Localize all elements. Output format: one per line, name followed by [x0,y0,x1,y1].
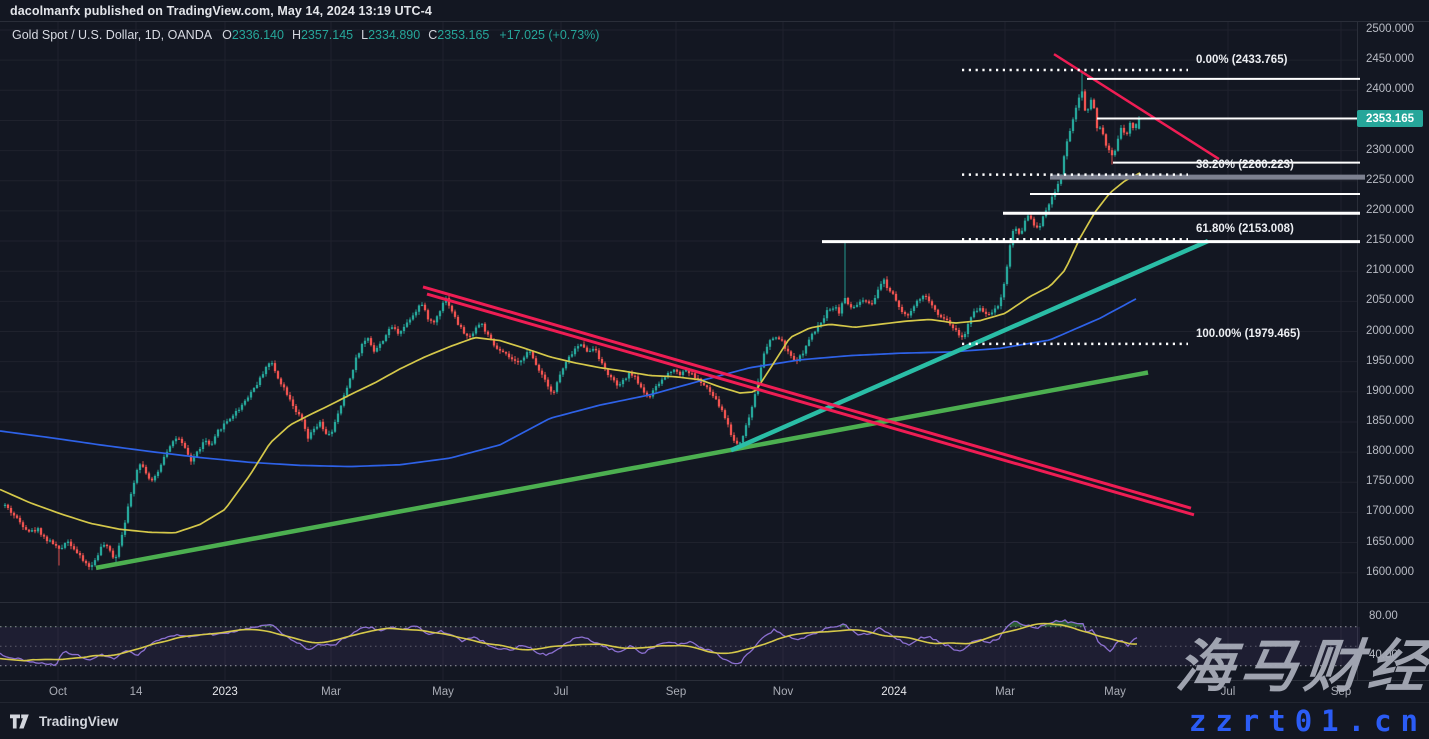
watermark-url: zzrt01.cn [1188,704,1427,738]
time-tick-Mar: Mar [995,686,1015,698]
price-tick-label: 2300.000 [1366,143,1414,156]
time-tick-May: May [1104,686,1126,698]
time-tick-Jul: Jul [1220,686,1236,698]
last-price-value: 2353.165 [1366,112,1414,125]
publish-text: dacolmanfx published on TradingView.com,… [10,3,432,18]
ma-blue-line[interactable] [0,298,1137,468]
time-tick-Sep: Sep [1330,686,1352,698]
rsi-pane [0,619,1360,667]
time-tick-2023: 2023 [212,686,238,698]
trendline-support-green[interactable] [95,370,1149,571]
trendline-channel-pink-upper[interactable] [422,285,1192,510]
ma-yellow-line[interactable] [0,172,1141,534]
tradingview-logo-text: TradingView [39,713,119,729]
time-tick-May: May [432,686,454,698]
trendline-support-teal[interactable] [730,238,1209,453]
time-tick-Nov: Nov [772,686,794,698]
fib-label-38.20%: 38.20% (2260.223) [1196,158,1294,171]
drawing-horizontal-rays [822,77,1365,244]
ohlc-O: O2336.140 [222,28,284,42]
rsi-tick-label: 40.00 [1369,649,1398,661]
change-value: +17.025 (+0.73%) [499,28,600,42]
watermark-cjk: 海马财经 [1173,634,1429,700]
symbol-legend[interactable]: Gold Spot / U.S. Dollar, 1D, OANDA O2336… [12,27,599,43]
fib-label-0.00%: 0.00% (2433.765) [1196,53,1288,66]
price-tick-label: 1850.000 [1366,414,1414,427]
rsi-line[interactable] [0,619,1138,667]
fib-label-100.00%: 100.00% (1979.465) [1196,327,1301,340]
price-tick-label: 2150.000 [1366,234,1414,247]
drawing-trendlines [95,53,1220,571]
candlestick-series [3,71,1141,571]
price-tick-label: 1650.000 [1366,535,1414,548]
symbol-title: Gold Spot / U.S. Dollar, 1D, OANDA [12,28,213,42]
ohlc-H: H2357.145 [291,28,354,42]
price-tick-label: 2400.000 [1366,83,1414,96]
price-tick-label: 2100.000 [1366,264,1414,277]
price-tick-label: 1750.000 [1366,475,1414,488]
time-tick-Jul: Jul [553,686,569,698]
grid-lines [0,22,1357,680]
time-tick-Sep: Sep [665,686,687,698]
ohlc-C: C2353.165 [428,28,490,42]
ohlc-values: O2336.140 H2357.145 L2334.890 C2353.165 [222,28,497,42]
bottom-toolbar: TradingView [0,702,1429,739]
candle-bodies-up [3,91,1141,567]
price-tick-label: 2000.000 [1366,324,1414,337]
price-tick-label: 2250.000 [1366,173,1414,186]
price-tick-label: 1600.000 [1366,565,1414,578]
time-tick-2024: 2024 [881,686,907,698]
fib-label-61.80%: 61.80% (2153.008) [1196,223,1294,236]
price-tick-label: 1950.000 [1366,354,1414,367]
price-tick-label: 1800.000 [1366,445,1414,458]
rsi-tick-label: 80.00 [1369,610,1398,622]
publish-bar: dacolmanfx published on TradingView.com,… [0,0,1429,22]
last-price-tag: 2353.165 [1357,110,1423,128]
price-tick-label: 2200.000 [1366,203,1414,216]
price-tick-label: 1900.000 [1366,384,1414,397]
time-tick-Oct: Oct [49,686,67,698]
ohlc-L: L2334.890 [361,28,421,42]
candle-wicks-up [4,71,1140,571]
time-tick-Mar: Mar [321,686,341,698]
tradingview-logo-icon [10,714,29,728]
chart-canvas[interactable] [0,22,1429,739]
price-pane [0,71,1141,571]
price-tick-label: 2450.000 [1366,53,1414,66]
time-tick-14: 14 [129,686,143,698]
trendline-resistance-pink-short[interactable] [1053,53,1220,161]
price-tick-label: 1700.000 [1366,505,1414,518]
tradingview-logo[interactable]: TradingView [10,714,118,729]
price-tick-label: 2050.000 [1366,294,1414,307]
trendline-channel-pink-lower[interactable] [426,292,1195,517]
price-tick-label: 2500.000 [1366,23,1414,35]
rsi-ma-line[interactable] [0,622,1138,662]
